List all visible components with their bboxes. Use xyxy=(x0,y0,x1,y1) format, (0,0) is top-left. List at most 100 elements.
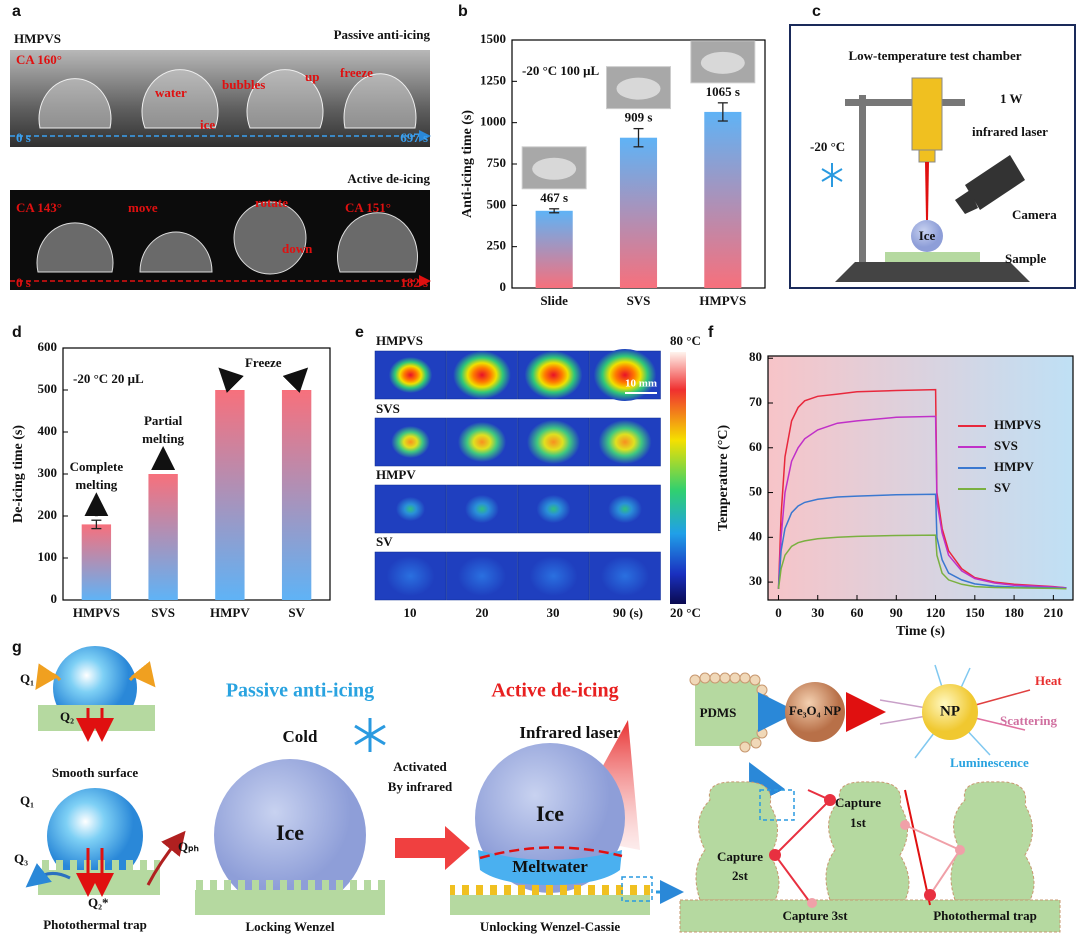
x-tick-label: 90 xyxy=(890,605,903,620)
label: 1 W xyxy=(1000,91,1023,106)
annotation: melting xyxy=(142,431,184,446)
heading: Passive anti-icing xyxy=(226,680,374,702)
x-tick-label: 150 xyxy=(965,605,985,620)
panel-c: Low-temperature test chamber 1 W infrare… xyxy=(789,24,1076,289)
arrow xyxy=(218,367,244,393)
label: Ice xyxy=(536,801,564,826)
y-tick-label: 100 xyxy=(38,549,58,564)
bar xyxy=(281,390,312,600)
time-label: 0 s xyxy=(16,275,31,290)
label: Meltwater xyxy=(512,857,588,876)
label: Cold xyxy=(283,727,319,746)
label: Camera xyxy=(1012,207,1057,222)
snowflake xyxy=(821,163,843,187)
caption: Locking Wenzel xyxy=(246,919,335,934)
ice xyxy=(475,743,625,893)
legend-label: SVS xyxy=(994,438,1018,453)
label: NP xyxy=(940,703,960,719)
zoom-box xyxy=(621,876,653,902)
heat-spot xyxy=(598,420,652,464)
label: By infrared xyxy=(388,779,453,794)
time-label: 697 s xyxy=(400,130,428,145)
label: Sample xyxy=(1005,251,1046,266)
y-tick-label: 80 xyxy=(749,349,762,364)
light-path xyxy=(904,789,931,906)
heat-flux: Q₃ xyxy=(14,851,28,866)
heat-flux: Q₁ xyxy=(20,793,34,808)
colorbar-label: 20 °C xyxy=(670,605,701,620)
laser xyxy=(911,77,943,151)
y-tick-label: 40 xyxy=(749,528,762,543)
x-tick-label: HMPVS xyxy=(699,293,746,308)
annotation: down xyxy=(282,241,313,256)
label: 2st xyxy=(732,868,749,883)
arrow xyxy=(25,863,71,888)
camera xyxy=(965,155,1025,210)
series-line xyxy=(777,534,1067,590)
label: Capture xyxy=(717,849,763,864)
laser xyxy=(918,149,936,163)
y-tick-label: 200 xyxy=(38,507,58,522)
heat-spot xyxy=(529,556,578,596)
particle xyxy=(922,684,978,740)
y-tick-label: 500 xyxy=(38,381,58,396)
substrate xyxy=(450,895,650,915)
time-label: 20 xyxy=(476,605,489,620)
caption: Photothermal trap xyxy=(43,917,147,932)
axis-frame xyxy=(62,347,331,601)
contact-angle: CA 143° xyxy=(16,200,62,215)
caption: Unlocking Wenzel-Cassie xyxy=(480,919,620,934)
contact-angle: CA 160° xyxy=(16,52,62,67)
scale-label: 10 mm xyxy=(625,378,657,390)
row-label: SV xyxy=(376,534,393,549)
value-label: 909 s xyxy=(625,110,653,125)
label: PDMS xyxy=(700,705,737,720)
beam xyxy=(925,162,929,220)
heat-spot xyxy=(458,556,506,596)
substrate xyxy=(38,860,160,870)
label: Heat xyxy=(1035,673,1062,688)
substrate xyxy=(450,885,650,895)
legend-label: SV xyxy=(994,480,1011,495)
bar xyxy=(81,524,112,600)
substrate xyxy=(195,880,385,890)
y-tick-label: 0 xyxy=(500,279,507,294)
y-tick-label: 600 xyxy=(38,339,58,354)
bar xyxy=(619,137,658,288)
arrow xyxy=(128,661,156,688)
particle xyxy=(785,682,845,742)
annotation: Complete xyxy=(70,459,124,474)
x-tick-label: 0 xyxy=(775,605,782,620)
sample-label: HMPVS xyxy=(14,31,61,46)
legend-label: HMPVS xyxy=(994,417,1041,432)
photo-droplet xyxy=(532,157,577,180)
x-axis-title: Time (s) xyxy=(896,624,945,639)
series-line xyxy=(777,415,1067,589)
time-label: 30 xyxy=(547,605,560,620)
colorbar-label: 80 °C xyxy=(670,333,701,348)
heat-spot xyxy=(388,357,433,393)
label: Capture xyxy=(835,795,881,810)
colorbar xyxy=(670,352,686,604)
x-tick-label: 30 xyxy=(811,605,824,620)
label: Photothermal trap xyxy=(933,908,1037,923)
bar xyxy=(535,210,573,288)
label: 1st xyxy=(850,815,867,830)
heat-spot xyxy=(524,351,583,399)
x-tick-label: 120 xyxy=(926,605,946,620)
series-line xyxy=(777,388,1067,589)
y-tick-label: 750 xyxy=(487,155,507,170)
zoom-box xyxy=(759,789,795,821)
y-tick-label: 250 xyxy=(487,238,507,253)
base xyxy=(835,262,1030,282)
arrow xyxy=(146,830,186,886)
panel-label: a xyxy=(12,3,21,20)
annotation: bubbles xyxy=(222,77,265,92)
label: Scattering xyxy=(1000,713,1058,728)
droplets xyxy=(36,201,418,275)
value-label: 1065 s xyxy=(706,84,740,99)
heat-flux: Q₂* xyxy=(88,895,109,910)
y-tick-label: 1000 xyxy=(480,114,506,129)
heat-spot xyxy=(453,351,511,399)
